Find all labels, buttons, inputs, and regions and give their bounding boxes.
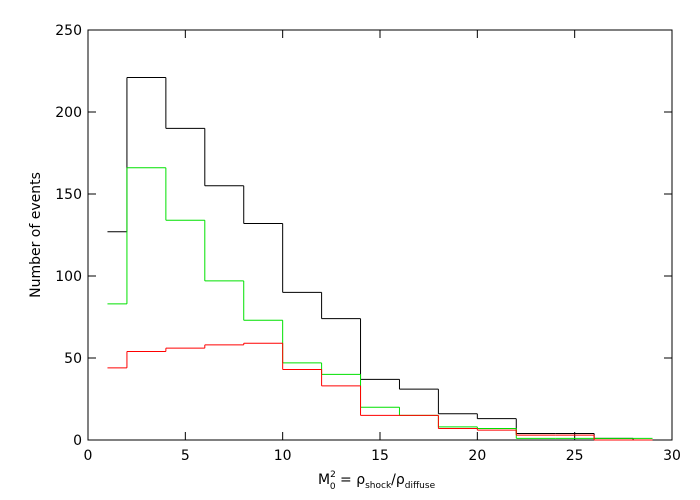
x-label-part: shock <box>365 481 392 491</box>
x-label-part: 2 <box>330 470 336 480</box>
x-tick-label: 0 <box>84 448 93 464</box>
x-tick-label: 10 <box>274 448 292 464</box>
y-tick-label: 200 <box>55 105 82 121</box>
x-label-part: = ρ <box>336 472 366 488</box>
x-label-part: /ρ <box>391 472 405 488</box>
y-tick-label: 50 <box>64 351 82 367</box>
x-label-part: 0 <box>330 482 336 492</box>
plot-frame <box>87 29 673 441</box>
x-tick-label: 30 <box>663 448 681 464</box>
x-tick-label: 20 <box>468 448 486 464</box>
x-axis-label: M2 0 = ρshock/ρdiffuse <box>318 470 436 492</box>
y-tick-label: 250 <box>55 23 82 39</box>
x-label-part: M <box>318 472 330 488</box>
y-axis-label: Number of events <box>28 172 44 298</box>
x-tick-label: 15 <box>371 448 389 464</box>
y-tick-label: 0 <box>73 433 82 449</box>
x-label-part: diffuse <box>405 481 436 491</box>
x-tick-label: 25 <box>566 448 584 464</box>
x-tick-label: 5 <box>181 448 190 464</box>
y-tick-label: 150 <box>55 187 82 203</box>
y-tick-label: 100 <box>55 269 82 285</box>
